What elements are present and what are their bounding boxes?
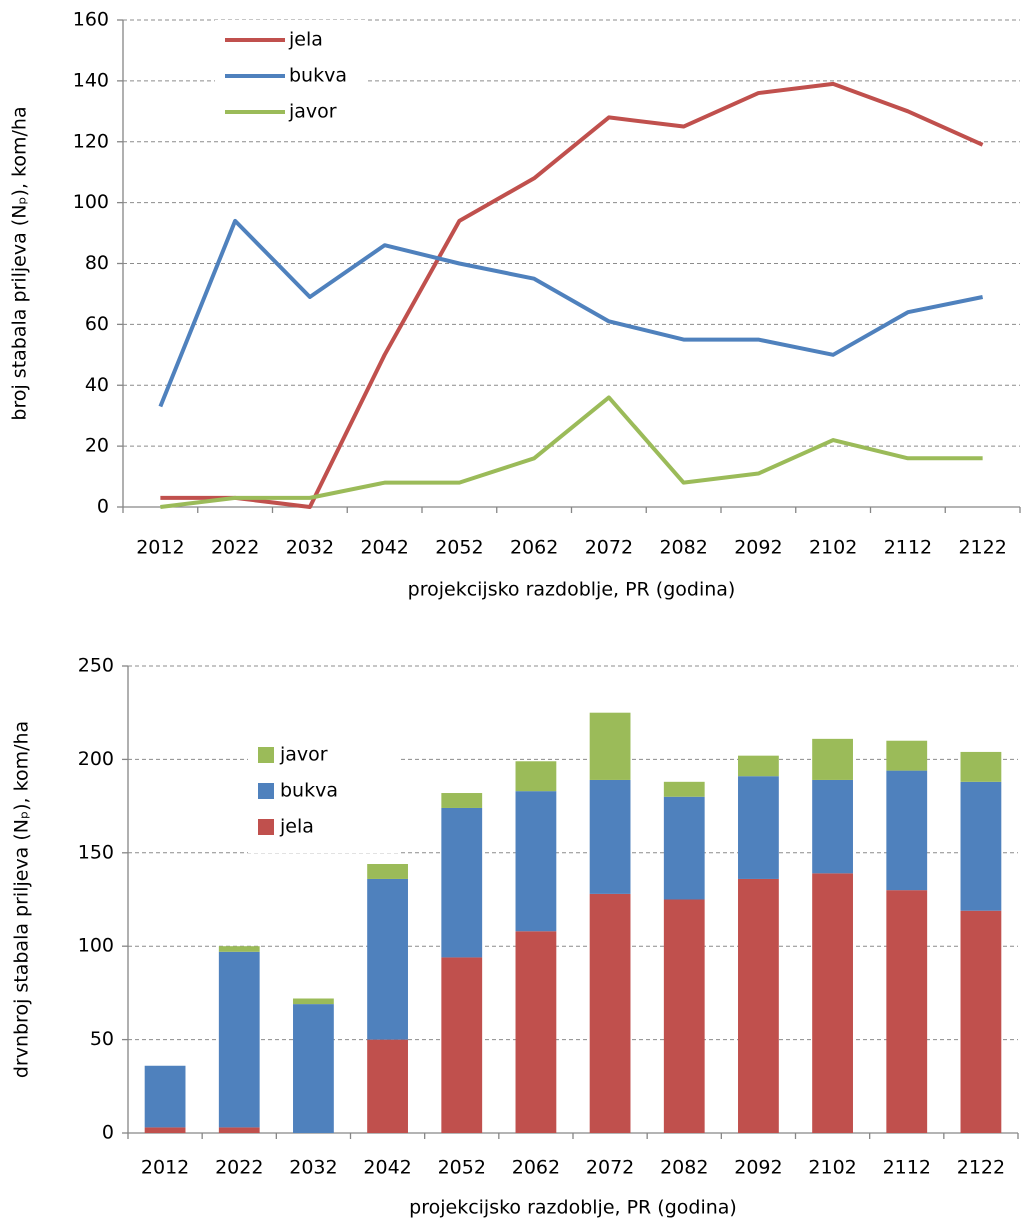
bar-segment <box>144 1065 186 1128</box>
x-tick-label: 2052 <box>438 1157 486 1179</box>
bar-segment <box>663 796 705 900</box>
legend-label: jela <box>279 816 314 838</box>
bar-segment <box>738 776 779 879</box>
x-tick-label: 2062 <box>512 1157 560 1179</box>
x-tick-label: 2092 <box>734 1157 782 1179</box>
y-tick-label: 250 <box>78 655 114 677</box>
x-tick-label: 2112 <box>883 1157 931 1179</box>
x-tick-label: 2022 <box>215 1157 263 1179</box>
bar-segment <box>589 779 631 894</box>
legend-label: jela <box>288 29 323 51</box>
bar-segment <box>960 781 1002 911</box>
bar-segment <box>367 1039 408 1133</box>
x-tick-label: 2012 <box>141 1157 189 1179</box>
bar-segment <box>886 740 928 771</box>
series-line <box>160 395 983 509</box>
x-tick-label: 2042 <box>363 1157 411 1179</box>
y-tick-label: 200 <box>78 748 114 770</box>
legend-swatch <box>258 783 274 799</box>
bar-segment <box>589 712 631 780</box>
x-tick-label: 2032 <box>286 537 334 559</box>
y-tick-label: 100 <box>78 935 114 957</box>
y-tick-label: 140 <box>73 69 109 91</box>
legend-label: javor <box>288 101 337 123</box>
y-tick-label: 80 <box>85 252 109 274</box>
y-tick-label: 50 <box>90 1028 114 1050</box>
x-tick-label: 2112 <box>884 537 932 559</box>
x-tick-label: 2072 <box>586 1157 634 1179</box>
legend-label: bukva <box>280 780 338 802</box>
bar-segment <box>886 770 928 891</box>
bar-segment <box>960 910 1002 1133</box>
bar-segment <box>218 951 260 1128</box>
legend-label: javor <box>279 744 328 766</box>
x-tick-label: 2032 <box>289 1157 337 1179</box>
y-tick-label: 0 <box>102 1122 114 1144</box>
bar-segment <box>293 1004 334 1133</box>
y-tick-label: 120 <box>73 130 109 152</box>
x-tick-label: 2052 <box>435 537 483 559</box>
bar-segment <box>218 946 260 952</box>
x-tick-label: 2122 <box>957 1157 1005 1179</box>
bar-segment <box>515 761 557 792</box>
bar-segment <box>218 1127 260 1133</box>
bar-segment <box>663 899 705 1133</box>
bar-segment <box>293 998 334 1005</box>
y-tick-label: 60 <box>85 313 109 335</box>
bar-segment <box>663 781 705 797</box>
x-tick-label: 2102 <box>809 537 857 559</box>
bar-segment <box>589 893 631 1133</box>
series-line <box>160 81 984 509</box>
bar-segment <box>738 755 779 777</box>
x-tick-label: 2082 <box>659 537 707 559</box>
x-tick-label: 2092 <box>734 537 782 559</box>
bar-segment <box>441 957 483 1133</box>
bar-segment <box>812 873 853 1133</box>
x-tick-label: 2072 <box>585 537 633 559</box>
legend-label: bukva <box>289 65 347 87</box>
bar-segment <box>960 751 1002 782</box>
x-tick-label: 2042 <box>360 537 408 559</box>
legend-swatch <box>258 747 274 763</box>
x-tick-label: 2062 <box>510 537 558 559</box>
y-tick-label: 100 <box>73 191 109 213</box>
y-tick-label: 0 <box>97 496 109 518</box>
bar-segment <box>812 779 853 874</box>
x-tick-label: 2022 <box>211 537 259 559</box>
legend-swatch <box>258 819 274 835</box>
y-tick-label: 40 <box>85 374 109 396</box>
bar-segment <box>812 738 853 780</box>
series-line <box>158 218 984 408</box>
bar-segment <box>367 878 408 1040</box>
y-tick-label: 20 <box>85 435 109 457</box>
y-axis-label: broj stabala priljeva (Nₚ), kom/ha <box>9 106 31 420</box>
bar-segment <box>441 807 483 958</box>
bar-segment <box>144 1127 186 1133</box>
x-tick-label: 2082 <box>660 1157 708 1179</box>
y-tick-label: 160 <box>73 9 109 31</box>
bar-segment <box>367 864 408 879</box>
bar-segment <box>515 931 557 1133</box>
x-tick-label: 2012 <box>136 537 184 559</box>
x-tick-label: 2122 <box>958 537 1006 559</box>
bar-segment <box>441 793 483 808</box>
x-axis-label: projekcijsko razdoblje, PR (godina) <box>409 1197 737 1219</box>
bar-segment <box>515 791 557 932</box>
bar-segment <box>738 878 779 1133</box>
bar-segment <box>886 890 928 1133</box>
y-tick-label: 150 <box>78 841 114 863</box>
x-tick-label: 2102 <box>808 1157 856 1179</box>
x-axis-label: projekcijsko razdoblje, PR (godina) <box>408 579 736 601</box>
y-axis-label: drvnbroj stabala priljeva (Nₚ), kom/ha <box>11 721 33 1078</box>
